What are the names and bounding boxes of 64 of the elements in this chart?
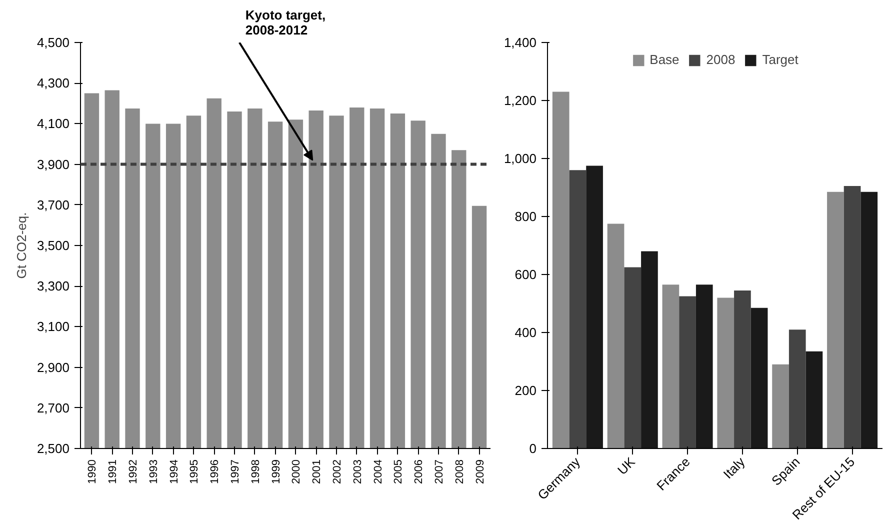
y-axis-title: Gt CO2-eq.: [14, 212, 29, 279]
x-tick-label: 2009: [474, 459, 486, 484]
y-tick-label: 2,500: [36, 441, 70, 456]
bar: [827, 192, 844, 448]
bar: [641, 251, 658, 448]
y-tick-label: 2,900: [36, 360, 70, 375]
legend-label: Base: [650, 52, 680, 67]
y-tick-label: 400: [514, 325, 537, 340]
y-tick-label: 3,100: [36, 319, 70, 334]
x-tick-label: 1991: [107, 459, 120, 484]
x-tick-label: 2005: [392, 459, 405, 484]
x-tick-label: 2007: [433, 459, 446, 484]
y-tick-label: 0: [529, 441, 537, 456]
x-tick-label: 2002: [331, 459, 344, 484]
bar: [860, 192, 878, 448]
y-tick-label: 3,300: [36, 278, 70, 294]
x-tick-label: 1999: [270, 459, 282, 484]
legend-label: Target: [762, 52, 798, 67]
y-tick-label: 200: [514, 383, 537, 398]
ref-line-label: Kyoto target, 2008-2012: [245, 8, 326, 38]
x-tick-label: 1992: [128, 459, 140, 484]
x-tick-label: 2006: [413, 459, 426, 484]
bar: [679, 296, 696, 448]
bar: [788, 330, 806, 448]
bar: [772, 364, 789, 448]
x-tick-label: 1997: [230, 459, 242, 484]
y-tick-label: 3,700: [36, 197, 70, 212]
x-tick-label: 1994: [168, 459, 180, 484]
y-tick-label: 4,100: [36, 116, 70, 132]
bar: [717, 298, 734, 448]
bar: [844, 186, 861, 448]
y-tick-label: 1,000: [504, 151, 537, 166]
bar: [662, 284, 680, 448]
bar: [750, 308, 768, 448]
x-tick-label: 1996: [209, 459, 222, 484]
bar: [806, 351, 823, 448]
x-tick-label: 2000: [290, 459, 303, 484]
x-tick-label: 1995: [188, 459, 201, 484]
y-tick-label: 4,500: [36, 35, 70, 50]
x-tick-label: 1993: [148, 459, 160, 484]
bar: [734, 290, 751, 448]
x-tick-label: 2001: [311, 459, 324, 484]
y-tick-label: 2,700: [36, 400, 70, 416]
y-tick-label: 4,300: [36, 76, 70, 91]
x-tick-label: 1990: [86, 459, 99, 484]
y-tick-label: 3,900: [36, 156, 70, 172]
x-tick-label: 2008: [454, 459, 466, 484]
y-tick-label: 3,500: [36, 238, 70, 253]
bar: [552, 92, 570, 448]
bar: [586, 166, 603, 448]
bar: [696, 284, 713, 448]
x-tick-label: Italy: [720, 454, 748, 482]
x-tick-label: 2003: [352, 459, 364, 484]
x-tick-label: UK: [614, 454, 638, 478]
bar: [569, 170, 586, 448]
y-tick-label: 1,200: [504, 93, 537, 108]
x-tick-label: 1998: [250, 459, 262, 484]
legend-label: 2008: [706, 52, 736, 67]
bar: [607, 224, 624, 448]
y-tick-label: 600: [514, 267, 537, 282]
x-tick-label: 2004: [372, 459, 384, 484]
bar: [624, 267, 642, 448]
y-tick-label: 800: [514, 209, 537, 224]
y-tick-label: 1,400: [504, 35, 537, 50]
